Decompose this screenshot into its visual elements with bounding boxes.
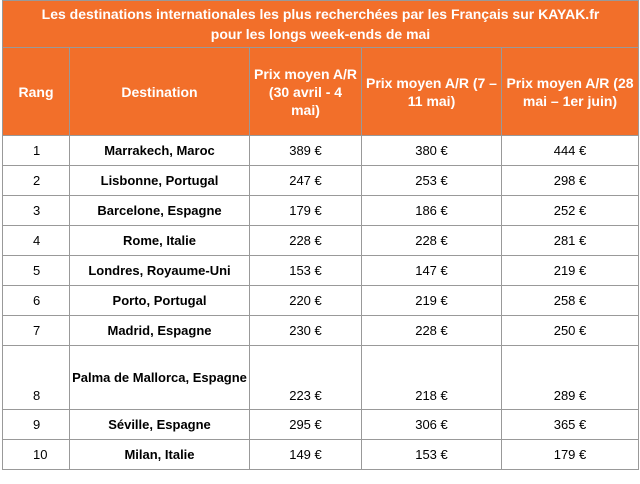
price-period-3-cell: 252 € bbox=[501, 195, 639, 226]
rank-cell: 5 bbox=[2, 255, 70, 286]
price-period-1-cell: 179 € bbox=[249, 195, 362, 226]
price-period-1-cell: 223 € bbox=[249, 345, 362, 410]
price-period-3-cell: 289 € bbox=[501, 345, 639, 410]
table-row: 8 Palma de Mallorca, Espagne 223 € 218 €… bbox=[2, 345, 639, 410]
price-period-2-cell: 147 € bbox=[361, 255, 502, 286]
rank-cell: 10 bbox=[2, 439, 70, 470]
rank-cell: 1 bbox=[2, 135, 70, 166]
table-row: 7 Madrid, Espagne 230 € 228 € 250 € bbox=[2, 315, 639, 346]
header-period-2: Prix moyen A/R (7 – 11 mai) bbox=[361, 47, 502, 136]
table-row: 10 Milan, Italie 149 € 153 € 179 € bbox=[2, 439, 639, 470]
price-period-2-cell: 253 € bbox=[361, 165, 502, 196]
price-period-2-cell: 218 € bbox=[361, 345, 502, 410]
price-period-3-cell: 298 € bbox=[501, 165, 639, 196]
rank-cell: 6 bbox=[2, 285, 70, 316]
table-row: 3 Barcelone, Espagne 179 € 186 € 252 € bbox=[2, 195, 639, 226]
price-period-1-cell: 389 € bbox=[249, 135, 362, 166]
table-title: Les destinations internationales les plu… bbox=[2, 0, 639, 48]
header-period-3: Prix moyen A/R (28 mai – 1er juin) bbox=[501, 47, 639, 136]
table-title-line2: pour les longs week-ends de mai bbox=[210, 26, 431, 42]
rank-cell: 8 bbox=[2, 345, 70, 410]
table-row: 9 Séville, Espagne 295 € 306 € 365 € bbox=[2, 409, 639, 440]
destination-cell: Lisbonne, Portugal bbox=[69, 165, 250, 196]
price-period-2-cell: 228 € bbox=[361, 315, 502, 346]
price-period-2-cell: 219 € bbox=[361, 285, 502, 316]
price-period-1-cell: 295 € bbox=[249, 409, 362, 440]
price-period-2-cell: 228 € bbox=[361, 225, 502, 256]
destination-cell: Marrakech, Maroc bbox=[69, 135, 250, 166]
price-period-2-cell: 380 € bbox=[361, 135, 502, 166]
price-period-1-cell: 230 € bbox=[249, 315, 362, 346]
table-row: 6 Porto, Portugal 220 € 219 € 258 € bbox=[2, 285, 639, 316]
destination-cell: Barcelone, Espagne bbox=[69, 195, 250, 226]
destination-cell: Palma de Mallorca, Espagne bbox=[69, 345, 250, 410]
price-period-3-cell: 444 € bbox=[501, 135, 639, 166]
destinations-table: Les destinations internationales les plu… bbox=[2, 0, 639, 470]
price-period-3-cell: 258 € bbox=[501, 285, 639, 316]
price-period-2-cell: 153 € bbox=[361, 439, 502, 470]
price-period-3-cell: 250 € bbox=[501, 315, 639, 346]
header-destination: Destination bbox=[69, 47, 250, 136]
table-title-line1: Les destinations internationales les plu… bbox=[41, 6, 600, 22]
price-period-1-cell: 228 € bbox=[249, 225, 362, 256]
header-rank: Rang bbox=[2, 47, 70, 136]
price-period-1-cell: 247 € bbox=[249, 165, 362, 196]
price-period-3-cell: 219 € bbox=[501, 255, 639, 286]
price-period-1-cell: 220 € bbox=[249, 285, 362, 316]
table-row: 5 Londres, Royaume-Uni 153 € 147 € 219 € bbox=[2, 255, 639, 286]
table-row: 2 Lisbonne, Portugal 247 € 253 € 298 € bbox=[2, 165, 639, 196]
rank-cell: 9 bbox=[2, 409, 70, 440]
price-period-3-cell: 281 € bbox=[501, 225, 639, 256]
price-period-2-cell: 186 € bbox=[361, 195, 502, 226]
table-row: 4 Rome, Italie 228 € 228 € 281 € bbox=[2, 225, 639, 256]
price-period-2-cell: 306 € bbox=[361, 409, 502, 440]
price-period-1-cell: 149 € bbox=[249, 439, 362, 470]
price-period-1-cell: 153 € bbox=[249, 255, 362, 286]
destination-cell: Londres, Royaume-Uni bbox=[69, 255, 250, 286]
price-period-3-cell: 365 € bbox=[501, 409, 639, 440]
destination-cell: Milan, Italie bbox=[69, 439, 250, 470]
price-period-3-cell: 179 € bbox=[501, 439, 639, 470]
header-period-1: Prix moyen A/R (30 avril - 4 mai) bbox=[249, 47, 362, 136]
destination-cell: Séville, Espagne bbox=[69, 409, 250, 440]
destination-cell: Madrid, Espagne bbox=[69, 315, 250, 346]
rank-cell: 3 bbox=[2, 195, 70, 226]
rank-cell: 7 bbox=[2, 315, 70, 346]
table-row: 1 Marrakech, Maroc 389 € 380 € 444 € bbox=[2, 135, 639, 166]
rank-cell: 2 bbox=[2, 165, 70, 196]
destination-cell: Rome, Italie bbox=[69, 225, 250, 256]
rank-cell: 4 bbox=[2, 225, 70, 256]
destination-cell: Porto, Portugal bbox=[69, 285, 250, 316]
